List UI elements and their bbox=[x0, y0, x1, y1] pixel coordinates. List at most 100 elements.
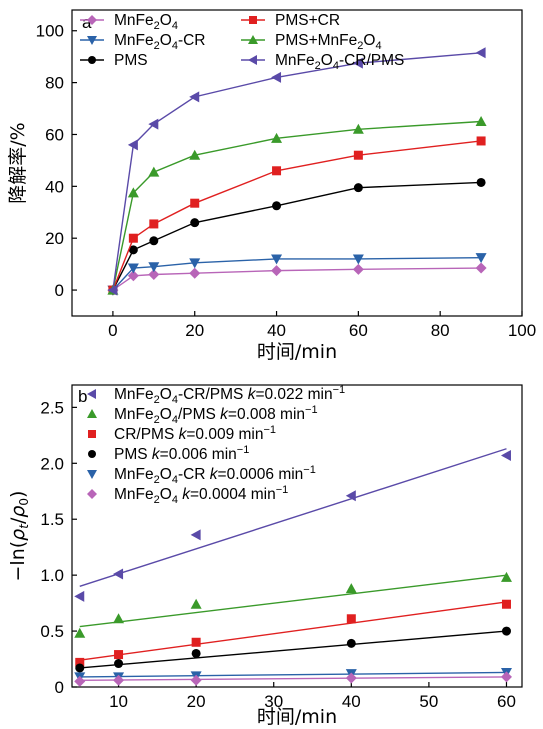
x-tick-label: 20 bbox=[185, 321, 204, 340]
legend-label: PMS k=0.006 min−1 bbox=[114, 444, 249, 463]
legend-marker bbox=[87, 489, 97, 499]
fit-line bbox=[79, 671, 507, 678]
legend-label: MnFe2O4 k=0.0004 min−1 bbox=[114, 484, 288, 506]
data-point bbox=[352, 254, 364, 265]
series-4 bbox=[107, 116, 487, 295]
fit-line bbox=[79, 574, 507, 628]
legend-label: MnFe2O4 bbox=[114, 12, 178, 32]
x-tick-label: 50 bbox=[419, 692, 438, 711]
data-point bbox=[345, 583, 357, 594]
data-point bbox=[127, 139, 138, 151]
y-tick-label: 2.0 bbox=[40, 454, 64, 473]
legend-label: MnFe2O4-CR k=0.0006 min−1 bbox=[114, 464, 316, 486]
x-tick-label: 80 bbox=[431, 321, 450, 340]
y-tick-label: 20 bbox=[45, 229, 64, 248]
data-point bbox=[475, 47, 486, 59]
x-axis-title: 时间/min bbox=[257, 706, 337, 728]
data-point bbox=[190, 218, 200, 228]
data-point bbox=[190, 674, 202, 686]
x-tick-label: 60 bbox=[497, 692, 516, 711]
legend-label: PMS bbox=[114, 52, 148, 69]
legend-marker bbox=[248, 55, 257, 65]
legend-marker bbox=[88, 450, 96, 458]
data-point bbox=[114, 659, 124, 669]
legend-marker bbox=[88, 430, 96, 438]
data-point bbox=[475, 262, 487, 274]
legend-marker bbox=[87, 36, 97, 45]
chart-panel-b: 10 20 30 40 50 60 0 0.5 1.0 1.5 2.0 2.5 时间/min −ln(ρt… bbox=[7, 384, 523, 728]
data-point bbox=[113, 613, 125, 624]
x-tick-label: 40 bbox=[267, 321, 286, 340]
data-point bbox=[127, 270, 139, 282]
data-point bbox=[148, 262, 160, 273]
legend-label: MnFe2O4/PMS k=0.008 min−1 bbox=[114, 404, 318, 426]
data-point bbox=[75, 663, 85, 673]
series-line bbox=[112, 267, 482, 291]
legend-marker bbox=[88, 56, 96, 64]
series-0 bbox=[107, 262, 487, 296]
plot-frame bbox=[71, 9, 523, 317]
data-point bbox=[476, 136, 486, 146]
y-axis-title: −ln(ρt/ρ0) bbox=[7, 491, 31, 582]
data-point bbox=[189, 267, 201, 279]
x-tick-label: 60 bbox=[349, 321, 368, 340]
data-point bbox=[107, 284, 118, 296]
chart-panel-a: 0 20 40 60 80 100 0 20 40 60 80 100 时间/min 降解率/% a MnFe… bbox=[7, 9, 536, 363]
legend-marker bbox=[249, 16, 257, 24]
data-point bbox=[345, 490, 356, 502]
legend-entry: PMS+MnFe2O4 bbox=[241, 32, 382, 52]
x-tick-label: 30 bbox=[264, 692, 283, 711]
legend-entry: MnFe2O4-CR/PMS k=0.022 min−1 bbox=[87, 384, 345, 406]
data-point bbox=[475, 116, 487, 127]
x-tick-label: 0 bbox=[108, 321, 117, 340]
legend-entry: MnFe2O4 k=0.0004 min−1 bbox=[87, 484, 288, 506]
data-point bbox=[353, 183, 363, 193]
data-point bbox=[148, 118, 159, 130]
legend-marker bbox=[87, 389, 96, 399]
fit-line bbox=[79, 448, 507, 587]
series-line bbox=[112, 52, 482, 291]
data-point bbox=[500, 449, 511, 461]
fit-line bbox=[79, 630, 507, 669]
data-point bbox=[190, 598, 202, 609]
legend-label: MnFe2O4-CR/PMS k=0.022 min−1 bbox=[114, 384, 345, 406]
fit-line bbox=[79, 676, 507, 681]
data-point bbox=[113, 674, 125, 686]
data-point bbox=[127, 263, 139, 274]
x-tick-label: 40 bbox=[342, 692, 361, 711]
data-point bbox=[476, 177, 486, 187]
data-point bbox=[501, 626, 511, 636]
legend-marker bbox=[87, 15, 97, 25]
data-point bbox=[149, 219, 159, 229]
y-tick-label: 100 bbox=[36, 22, 64, 41]
y-tick-label: 60 bbox=[45, 125, 64, 144]
legend-entry: MnFe2O4/PMS k=0.008 min−1 bbox=[87, 404, 318, 426]
data-point bbox=[271, 254, 283, 265]
data-point bbox=[128, 245, 138, 255]
series-line bbox=[112, 140, 482, 291]
data-point bbox=[127, 187, 139, 198]
data-point bbox=[272, 201, 282, 211]
y-tick-label: 80 bbox=[45, 74, 64, 93]
panel-label: b bbox=[78, 387, 87, 406]
data-point bbox=[128, 233, 138, 243]
data-point bbox=[352, 123, 364, 134]
y-tick-label: 0 bbox=[55, 678, 64, 697]
series-2 bbox=[108, 177, 486, 295]
data-point bbox=[191, 637, 201, 647]
data-point bbox=[189, 149, 201, 160]
data-point bbox=[74, 675, 86, 687]
data-point bbox=[149, 236, 159, 246]
data-point bbox=[272, 166, 282, 176]
series-5 bbox=[107, 47, 486, 296]
data-point bbox=[191, 648, 201, 658]
y-axis-title: 降解率/% bbox=[7, 122, 29, 203]
data-point bbox=[271, 71, 282, 83]
legend-marker bbox=[248, 35, 258, 44]
legend-label: PMS+MnFe2O4 bbox=[275, 32, 382, 52]
x-tick-label: 100 bbox=[508, 321, 536, 340]
data-point bbox=[500, 571, 512, 582]
data-point bbox=[74, 590, 85, 602]
data-point bbox=[189, 258, 201, 269]
